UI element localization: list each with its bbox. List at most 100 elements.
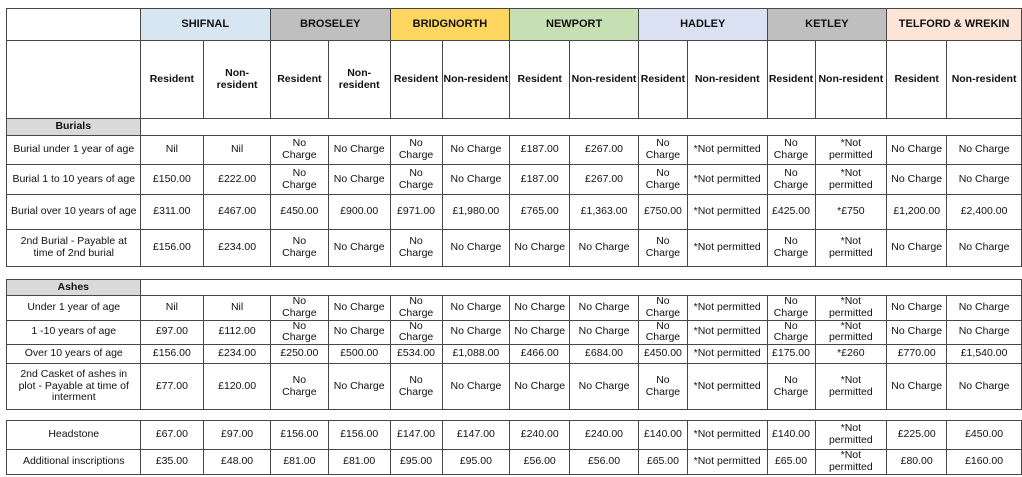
col-header-hadley-non-resident: Non-resident (686, 40, 768, 119)
section-gap (6, 409, 1022, 421)
fee-broseley-resident: No Charge (269, 164, 329, 195)
col-header-ketley-resident: Resident (766, 40, 816, 119)
table-row: Additional inscriptions £35.00 £48.00 £81.0… (6, 449, 1022, 475)
section-title-spacer (139, 118, 1022, 136)
col-header-broseley-resident: Resident (269, 40, 329, 119)
town-header-telford-wrekin: TELFORD & WREKIN (886, 8, 1022, 41)
fee-broseley-non-resident: No Charge (327, 319, 391, 345)
fee-newport-non-resident: £240.00 (569, 420, 639, 450)
fee-ketley-resident: No Charge (766, 295, 816, 321)
fee-telford-wrekin-non-resident: No Charge (946, 164, 1022, 195)
fee-shifnal-resident: £67.00 (139, 420, 205, 450)
fee-hadley-resident: £65.00 (637, 449, 688, 475)
row-label-additional-inscriptions: Additional inscriptions (6, 449, 141, 475)
town-header-newport: NEWPORT (509, 8, 639, 41)
fee-telford-wrekin-resident: £1,200.00 (886, 194, 948, 230)
fee-newport-non-resident: £1,363.00 (569, 194, 639, 230)
fee-newport-resident: No Charge (509, 319, 571, 345)
fee-bridgnorth-resident: No Charge (389, 135, 443, 165)
fee-bridgnorth-non-resident: £147.00 (441, 420, 511, 450)
fee-shifnal-resident: £311.00 (139, 194, 205, 230)
row-label-burial-over-10-years-of-age: Burial over 10 years of age (6, 194, 141, 230)
table-row: Burial under 1 year of age Nil Nil No Charg… (6, 135, 1022, 165)
fee-bridgnorth-resident: No Charge (389, 164, 443, 195)
fee-newport-resident: £765.00 (509, 194, 571, 230)
fee-hadley-resident: £750.00 (637, 194, 688, 230)
fee-bridgnorth-non-resident: No Charge (441, 229, 511, 267)
fee-broseley-non-resident: £81.00 (327, 449, 391, 475)
fee-newport-resident: No Charge (509, 295, 571, 321)
fee-bridgnorth-non-resident: £1,088.00 (441, 344, 511, 364)
fee-ketley-non-resident: *Not permitted (814, 449, 888, 475)
fee-hadley-non-resident: *Not permitted (686, 229, 768, 267)
fee-ketley-resident: No Charge (766, 319, 816, 345)
fee-newport-resident: No Charge (509, 229, 571, 267)
fee-ketley-resident: £425.00 (766, 194, 816, 230)
fee-newport-non-resident: £267.00 (569, 135, 639, 165)
fee-bridgnorth-resident: £534.00 (389, 344, 443, 364)
row-label-over-10-years-of-age: Over 10 years of age (6, 344, 141, 364)
row-label-burial-under-1-year-of-age: Burial under 1 year of age (6, 135, 141, 165)
fee-broseley-resident: No Charge (269, 319, 329, 345)
table-row: Burial over 10 years of age £311.00 £467.0… (6, 194, 1022, 230)
fee-newport-non-resident: £684.00 (569, 344, 639, 364)
fee-hadley-non-resident: *Not permitted (686, 344, 768, 364)
col-header-ketley-non-resident: Non-resident (814, 40, 888, 119)
fee-shifnal-non-resident: £234.00 (203, 229, 271, 267)
col-header-bridgnorth-resident: Resident (389, 40, 443, 119)
fee-newport-resident: £187.00 (509, 164, 571, 195)
fee-newport-non-resident: £56.00 (569, 449, 639, 475)
col-header-shifnal-non-resident: Non-resident (203, 40, 271, 119)
fee-bridgnorth-resident: £971.00 (389, 194, 443, 230)
fee-newport-non-resident: No Charge (569, 229, 639, 267)
fee-bridgnorth-resident: No Charge (389, 295, 443, 321)
fee-hadley-resident: No Charge (637, 363, 688, 410)
fee-telford-wrekin-resident: £225.00 (886, 420, 948, 450)
fee-newport-non-resident: No Charge (569, 295, 639, 321)
fee-bridgnorth-resident: £147.00 (389, 420, 443, 450)
fee-hadley-resident: No Charge (637, 295, 688, 321)
fee-telford-wrekin-resident: No Charge (886, 295, 948, 321)
row-label-2nd-burial-payable-at-time-of-2nd-burial: 2nd Burial - Payable at time of 2nd buri… (6, 229, 141, 267)
fee-shifnal-non-resident: £467.00 (203, 194, 271, 230)
fee-bridgnorth-non-resident: No Charge (441, 135, 511, 165)
row-label-under-1-year-of-age: Under 1 year of age (6, 295, 141, 321)
fee-shifnal-resident: £150.00 (139, 164, 205, 195)
town-header-hadley: HADLEY (637, 8, 768, 41)
fee-bridgnorth-non-resident: £1,980.00 (441, 194, 511, 230)
fee-telford-wrekin-non-resident: No Charge (946, 135, 1022, 165)
fee-broseley-resident: No Charge (269, 363, 329, 410)
fee-telford-wrekin-resident: No Charge (886, 363, 948, 410)
fee-broseley-non-resident: No Charge (327, 164, 391, 195)
fee-telford-wrekin-resident: £80.00 (886, 449, 948, 475)
fee-broseley-non-resident: No Charge (327, 295, 391, 321)
col-header-shifnal-resident: Resident (139, 40, 205, 119)
fee-hadley-non-resident: *Not permitted (686, 420, 768, 450)
fee-newport-resident: No Charge (509, 363, 571, 410)
fee-hadley-non-resident: *Not permitted (686, 449, 768, 475)
fee-hadley-resident: No Charge (637, 135, 688, 165)
section-title-ashes: Ashes (6, 279, 141, 296)
fee-broseley-resident: £250.00 (269, 344, 329, 364)
fee-ketley-non-resident: *Not permitted (814, 420, 888, 450)
fee-broseley-non-resident: No Charge (327, 363, 391, 410)
fee-broseley-resident: £156.00 (269, 420, 329, 450)
fee-bridgnorth-resident: No Charge (389, 363, 443, 410)
col-header-newport-non-resident: Non-resident (569, 40, 639, 119)
town-header-broseley: BROSELEY (269, 8, 391, 41)
fee-ketley-non-resident: *Not permitted (814, 295, 888, 321)
fee-shifnal-non-resident: £234.00 (203, 344, 271, 364)
fee-shifnal-resident: Nil (139, 295, 205, 321)
section-title-spacer (139, 279, 1022, 296)
col-header-telford-wrekin-resident: Resident (886, 40, 948, 119)
fee-bridgnorth-non-resident: No Charge (441, 164, 511, 195)
fee-bridgnorth-non-resident: No Charge (441, 363, 511, 410)
fee-shifnal-resident: £97.00 (139, 319, 205, 345)
fee-shifnal-non-resident: Nil (203, 135, 271, 165)
fee-hadley-resident: No Charge (637, 319, 688, 345)
col-header-telford-wrekin-non-resident: Non-resident (946, 40, 1022, 119)
fee-shifnal-resident: Nil (139, 135, 205, 165)
fee-broseley-resident: No Charge (269, 135, 329, 165)
col-header-broseley-non-resident: Non-resident (327, 40, 391, 119)
section-title-row: Ashes (6, 279, 1022, 296)
